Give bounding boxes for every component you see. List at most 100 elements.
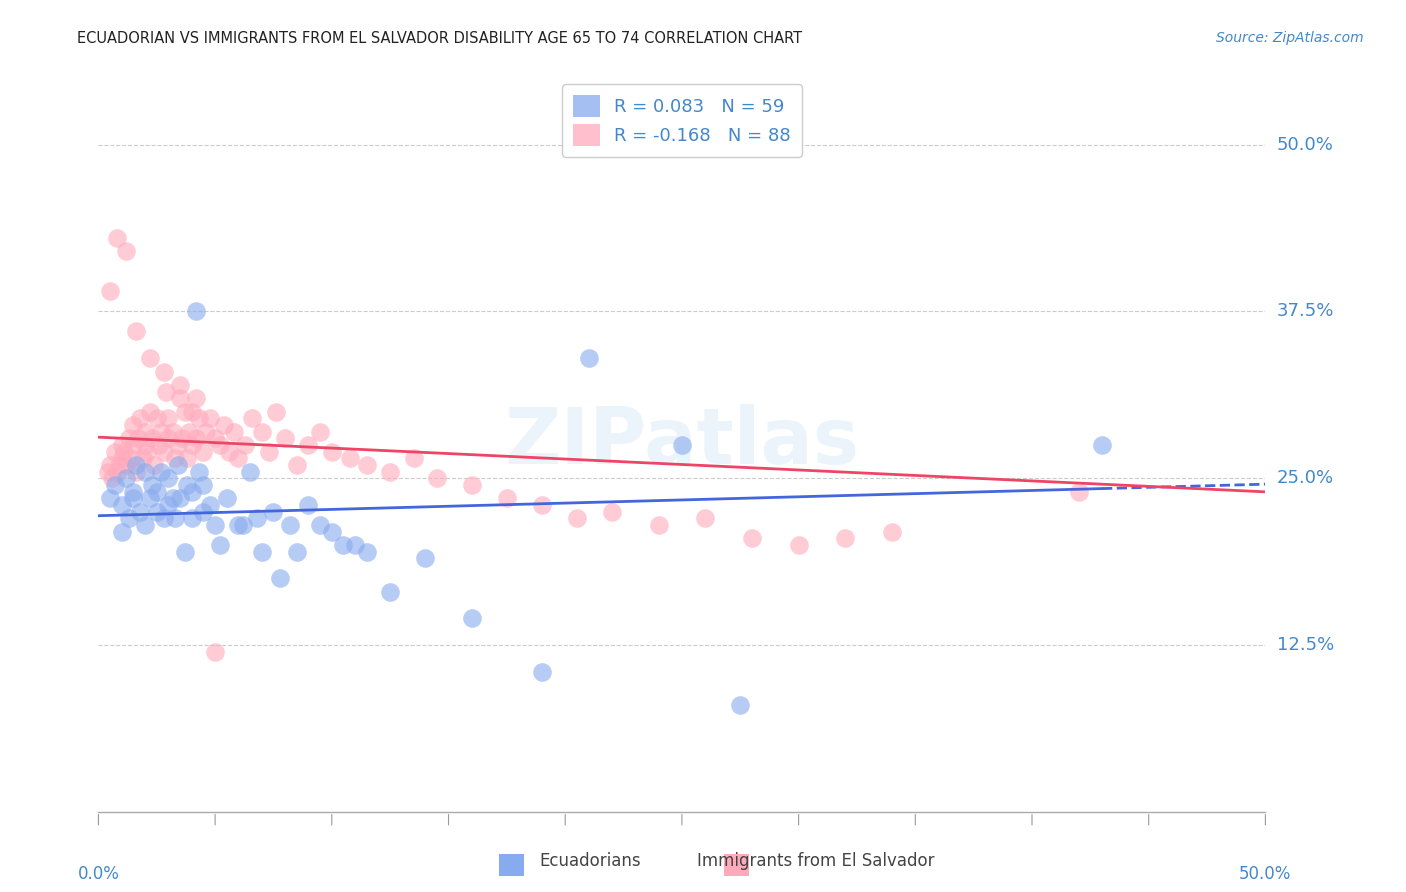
Point <box>194 425 217 439</box>
Point <box>297 498 319 512</box>
Text: 50.0%: 50.0% <box>1277 136 1333 153</box>
Point <box>157 431 180 445</box>
Point <box>356 458 378 472</box>
Point <box>120 451 142 466</box>
Point <box>1067 484 1090 499</box>
Point <box>1091 438 1114 452</box>
Point <box>98 458 121 472</box>
Point <box>125 465 148 479</box>
Text: 0.0%: 0.0% <box>77 865 120 883</box>
Point <box>176 451 198 466</box>
Point <box>104 478 127 492</box>
Point <box>257 444 280 458</box>
Point <box>578 351 600 366</box>
Point <box>115 471 138 485</box>
Point <box>193 505 215 519</box>
Point <box>101 471 124 485</box>
Point <box>165 451 187 466</box>
Point <box>356 544 378 558</box>
Point <box>208 538 231 552</box>
Point <box>200 411 222 425</box>
Point <box>98 491 121 506</box>
Point <box>193 444 215 458</box>
Point <box>461 478 484 492</box>
Point <box>204 645 226 659</box>
Point <box>309 517 332 532</box>
Point <box>250 425 273 439</box>
Point <box>269 571 291 585</box>
Point <box>242 411 264 425</box>
Point <box>787 538 810 552</box>
Point <box>730 698 752 712</box>
Point <box>105 465 128 479</box>
Point <box>134 465 156 479</box>
Point <box>152 444 174 458</box>
Point <box>169 391 191 405</box>
Point <box>172 431 194 445</box>
Point <box>880 524 903 539</box>
Point <box>232 517 254 532</box>
Text: 25.0%: 25.0% <box>1277 469 1334 487</box>
Point <box>129 411 152 425</box>
Point <box>413 551 436 566</box>
Point <box>98 285 121 299</box>
Point <box>179 425 201 439</box>
Legend: R = 0.083   N = 59, R = -0.168   N = 88: R = 0.083 N = 59, R = -0.168 N = 88 <box>562 84 801 157</box>
Point <box>285 458 308 472</box>
Point <box>152 511 174 525</box>
Point <box>97 465 120 479</box>
Point <box>214 417 236 432</box>
Point <box>139 351 162 366</box>
Point <box>166 438 188 452</box>
Text: Source: ZipAtlas.com: Source: ZipAtlas.com <box>1216 31 1364 45</box>
Point <box>193 478 215 492</box>
Point <box>146 411 169 425</box>
Point <box>118 511 141 525</box>
Point <box>157 498 180 512</box>
Point <box>146 505 169 519</box>
Point <box>122 484 145 499</box>
Point <box>274 431 297 445</box>
Point <box>105 231 128 245</box>
Point <box>166 458 188 472</box>
Point <box>380 465 402 479</box>
Point <box>834 531 856 545</box>
Point <box>741 531 763 545</box>
Text: ECUADORIAN VS IMMIGRANTS FROM EL SALVADOR DISABILITY AGE 65 TO 74 CORRELATION CH: ECUADORIAN VS IMMIGRANTS FROM EL SALVADO… <box>77 31 803 46</box>
Point <box>108 458 131 472</box>
Point <box>139 491 162 506</box>
Point <box>122 417 145 432</box>
Point <box>402 451 425 466</box>
Point <box>187 411 209 425</box>
Point <box>187 465 209 479</box>
Point <box>186 304 208 318</box>
Point <box>264 404 287 418</box>
Point <box>169 377 191 392</box>
Point <box>134 517 156 532</box>
Point <box>129 505 152 519</box>
Point <box>169 491 191 506</box>
Point <box>530 498 553 512</box>
Point <box>250 544 273 558</box>
Point <box>122 491 145 506</box>
Text: 12.5%: 12.5% <box>1277 636 1334 654</box>
Point <box>150 425 173 439</box>
Point <box>180 484 202 499</box>
Point <box>152 364 174 378</box>
Text: Immigrants from El Salvador: Immigrants from El Salvador <box>697 852 934 870</box>
Point <box>218 444 240 458</box>
Point <box>671 438 693 452</box>
Point <box>278 517 301 532</box>
Point <box>239 465 262 479</box>
Point <box>146 484 169 499</box>
Point <box>309 425 332 439</box>
Text: 50.0%: 50.0% <box>1239 865 1292 883</box>
Point <box>321 524 343 539</box>
Point <box>426 471 449 485</box>
Point <box>600 505 623 519</box>
Point <box>125 458 148 472</box>
Point <box>565 511 588 525</box>
Point <box>162 491 184 506</box>
Point <box>134 438 156 452</box>
Point <box>111 451 134 466</box>
